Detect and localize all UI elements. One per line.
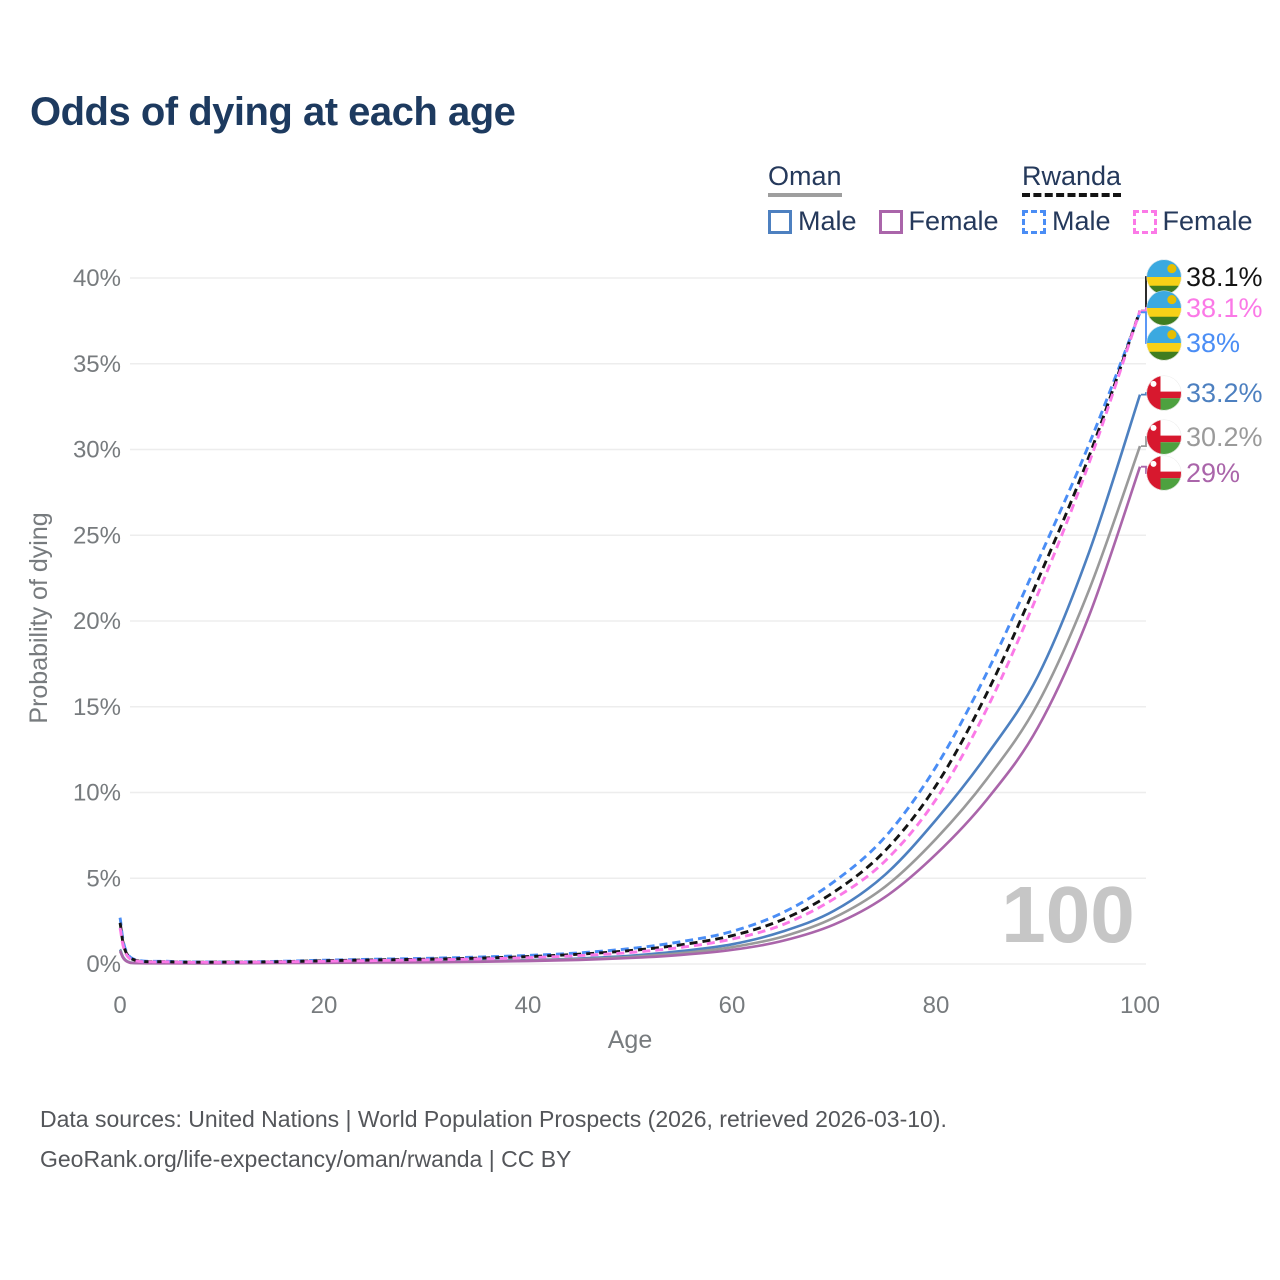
y-tick-label: 15% [73, 694, 121, 721]
oman-female-swatch-icon [878, 209, 903, 234]
y-axis-title: Probability of dying [25, 512, 53, 723]
legend-item-oman-female[interactable]: Female [878, 206, 999, 237]
legend-item-oman-male[interactable]: Male [768, 206, 857, 237]
attribution-link-text: GeoRank.org/life-expectancy/oman/rwanda … [40, 1146, 572, 1172]
legend-item-rwanda-female[interactable]: Female [1132, 206, 1253, 237]
legend-item-rwanda-male[interactable]: Male [1022, 206, 1111, 237]
y-tick-label: 30% [73, 437, 121, 464]
x-tick-label: 60 [719, 992, 746, 1019]
data-sources-text: Data sources: United Nations | World Pop… [40, 1106, 947, 1132]
x-axis-title: Age [608, 1026, 652, 1054]
x-tick-label: 0 [113, 992, 126, 1019]
x-tick-label: 40 [515, 992, 542, 1019]
flag-icon-rwanda [1146, 325, 1182, 361]
end-label-value: 33.2% [1186, 378, 1263, 408]
x-tick-label: 80 [923, 992, 950, 1019]
y-tick-label: 35% [73, 351, 121, 378]
oman-male-swatch-icon [768, 209, 792, 234]
legend-header-rwanda: Rwanda [1022, 162, 1122, 198]
legend-label: Male [1052, 206, 1111, 237]
end-label-value: 29% [1186, 458, 1240, 488]
flag-icon-rwanda [1146, 290, 1182, 326]
legend-label: Female [908, 206, 999, 237]
legend-group-oman: Oman Male Female [768, 162, 999, 237]
end-label-value: 38% [1186, 328, 1240, 358]
series-line-rwanda-both-sexes[interactable] [118, 310, 1142, 964]
legend-group-rwanda: Rwanda Male Female [1022, 162, 1253, 237]
page-title: Odds of dying at each age [30, 90, 516, 134]
y-tick-label: 40% [73, 265, 121, 292]
flag-icon-oman [1146, 455, 1182, 491]
series-line-oman-both-sexes[interactable] [118, 445, 1142, 965]
series-line-rwanda-male[interactable] [118, 311, 1142, 964]
flag-icon-rwanda [1146, 259, 1182, 295]
legend-label: Female [1162, 206, 1253, 237]
series-line-oman-female[interactable] [118, 466, 1142, 965]
y-tick-label: 5% [86, 865, 121, 892]
legend-label: Male [798, 206, 857, 237]
rwanda-female-swatch-icon [1132, 209, 1157, 234]
end-label-value: 38.1% [1186, 293, 1263, 323]
y-tick-label: 20% [73, 608, 121, 635]
x-tick-label: 100 [1120, 992, 1160, 1019]
flag-icon-oman [1146, 375, 1182, 411]
end-label-value: 38.1% [1186, 262, 1263, 292]
y-tick-label: 10% [73, 780, 121, 807]
x-tick-label: 20 [311, 992, 338, 1019]
age-watermark: 100 [1001, 870, 1134, 959]
y-tick-label: 25% [73, 522, 121, 549]
end-label-value: 30.2% [1186, 422, 1263, 452]
legend-header-oman: Oman [768, 162, 842, 198]
series-line-rwanda-female[interactable] [118, 310, 1142, 964]
y-tick-label: 0% [86, 951, 121, 978]
flag-icon-oman [1146, 419, 1182, 455]
rwanda-male-swatch-icon [1022, 209, 1046, 234]
